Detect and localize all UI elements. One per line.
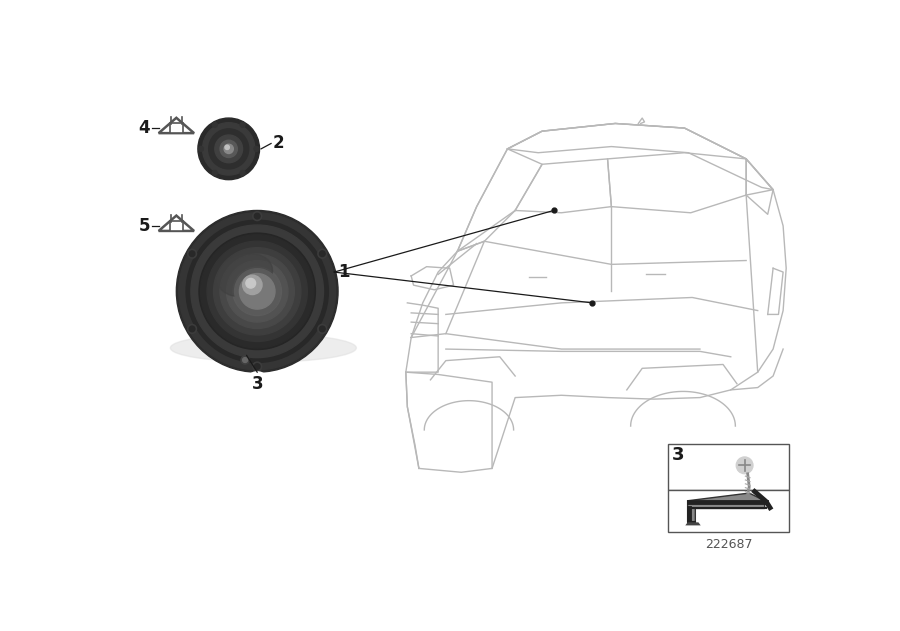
Circle shape (179, 213, 336, 370)
Circle shape (215, 135, 243, 163)
Polygon shape (158, 118, 194, 133)
Circle shape (202, 122, 255, 175)
Circle shape (239, 273, 275, 309)
Circle shape (207, 241, 307, 341)
Circle shape (255, 213, 260, 219)
Circle shape (235, 269, 280, 314)
Circle shape (199, 146, 203, 151)
Circle shape (186, 220, 328, 362)
Circle shape (176, 211, 338, 372)
Bar (668, 444, 789, 490)
Circle shape (187, 324, 196, 333)
Circle shape (213, 247, 301, 335)
Circle shape (240, 122, 245, 127)
Text: 1: 1 (338, 263, 349, 281)
Circle shape (189, 326, 195, 332)
Text: 3: 3 (672, 445, 685, 464)
Circle shape (253, 362, 262, 371)
Circle shape (201, 235, 314, 348)
Polygon shape (688, 493, 765, 522)
Circle shape (199, 233, 315, 350)
Circle shape (198, 118, 259, 180)
Ellipse shape (170, 334, 356, 362)
Circle shape (220, 140, 238, 158)
Polygon shape (685, 522, 701, 526)
Circle shape (318, 324, 327, 333)
Circle shape (240, 170, 245, 175)
Text: 4: 4 (139, 119, 149, 137)
Circle shape (246, 372, 269, 395)
Circle shape (212, 122, 217, 127)
Circle shape (189, 251, 195, 257)
Bar (170, 221, 183, 231)
Circle shape (255, 363, 260, 369)
Circle shape (246, 278, 256, 288)
Bar (170, 123, 183, 133)
Circle shape (225, 145, 230, 150)
Text: 2: 2 (273, 134, 284, 153)
Circle shape (318, 249, 327, 258)
Circle shape (224, 144, 233, 153)
Bar (668, 490, 789, 533)
Circle shape (220, 254, 294, 329)
Circle shape (254, 146, 259, 151)
Circle shape (320, 251, 325, 257)
Circle shape (243, 275, 262, 295)
Circle shape (736, 457, 753, 474)
Text: 222687: 222687 (705, 538, 752, 551)
Circle shape (212, 170, 217, 175)
Circle shape (253, 211, 262, 221)
Circle shape (191, 225, 323, 358)
Circle shape (233, 267, 282, 316)
Circle shape (187, 249, 196, 258)
Circle shape (209, 129, 248, 169)
Text: 3: 3 (251, 375, 263, 392)
Circle shape (227, 261, 288, 322)
Circle shape (320, 326, 325, 332)
Text: 5: 5 (139, 217, 149, 235)
Polygon shape (158, 216, 194, 231)
Circle shape (241, 356, 249, 364)
Ellipse shape (218, 254, 273, 297)
Circle shape (243, 358, 248, 362)
